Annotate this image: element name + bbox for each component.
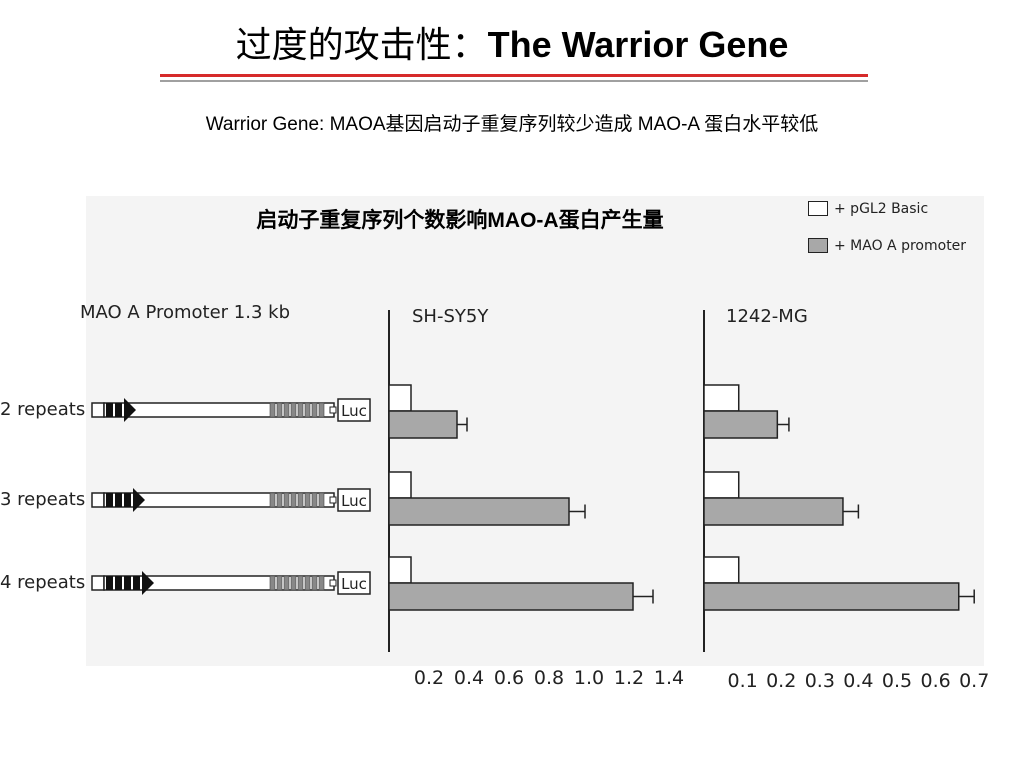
promoter-stripe <box>283 492 290 508</box>
slide-title-cn: 过度的攻击性： <box>235 25 488 66</box>
repeat-block <box>106 493 113 507</box>
legend-swatch-basic <box>808 201 828 217</box>
repeat-block <box>106 403 113 417</box>
promoter-stripe <box>304 402 311 418</box>
x-tick-label: 0.6 <box>494 667 524 689</box>
repeat-block <box>124 493 131 507</box>
repeat-block <box>115 403 122 417</box>
x-tick-label: 0.1 <box>727 670 757 692</box>
bar-basic <box>388 384 412 412</box>
figure-title: 启动子重复序列个数影响MAO-A蛋白产生量 <box>256 209 664 232</box>
x-tick-label: 0.8 <box>534 667 564 689</box>
title-underline-red <box>160 74 868 77</box>
promoter-junction <box>329 406 337 414</box>
repeat-arrow-head <box>124 398 136 422</box>
bar-basic <box>703 556 740 584</box>
promoter-diagram-header: MAO A Promoter 1.3 kb <box>80 302 291 323</box>
promoter-construct-3: Luc <box>91 571 371 595</box>
promoter-stripe <box>297 492 304 508</box>
x-tick-label: 0.7 <box>959 670 989 692</box>
repeat-arrow-head <box>133 488 145 512</box>
promoter-junction <box>329 579 337 587</box>
repeat-block <box>115 576 122 590</box>
promoter-junction <box>329 496 337 504</box>
promoter-stripe <box>283 402 290 418</box>
x-tick-label: 1.2 <box>614 667 644 689</box>
row-label-2-repeats: 2 repeats <box>0 399 86 420</box>
luc-reporter-box <box>337 398 371 422</box>
promoter-stripe <box>269 402 276 418</box>
promoter-stripe <box>311 402 318 418</box>
repeat-arrow-head <box>142 571 154 595</box>
promoter-stripe <box>290 575 297 591</box>
promoter-stripe <box>276 492 283 508</box>
promoter-stripe <box>318 402 325 418</box>
repeat-block <box>106 576 113 590</box>
x-tick-label: 0.4 <box>454 667 484 689</box>
promoter-stripe <box>283 575 290 591</box>
x-tick-label: 0.3 <box>805 670 835 692</box>
x-tick-label: 1.0 <box>574 667 604 689</box>
promoter-stripe <box>269 575 276 591</box>
x-tick-label: 1.4 <box>654 667 684 689</box>
bar-basic <box>388 471 412 499</box>
bar-basic <box>388 556 412 584</box>
bar-basic <box>703 384 740 412</box>
promoter-start-box <box>91 402 105 418</box>
repeat-block <box>115 493 122 507</box>
bar-promoter <box>703 497 844 526</box>
promoter-stripe <box>318 492 325 508</box>
luc-reporter-label: Luc <box>341 402 367 420</box>
promoter-stripe <box>276 402 283 418</box>
legend-label-basic: + pGL2 Basic <box>834 200 929 217</box>
row-label-4-repeats: 4 repeats <box>0 572 86 593</box>
promoter-stripe <box>311 575 318 591</box>
row-label-3-repeats: 3 repeats <box>0 489 86 510</box>
promoter-start-box <box>91 492 105 508</box>
x-tick-label: 0.2 <box>766 670 796 692</box>
slide-title-en: The Warrior Gene <box>487 24 789 65</box>
x-tick-label: 0.5 <box>882 670 912 692</box>
bar-promoter <box>703 582 960 611</box>
bar-chart-2: 0.1 0.2 0.3 0.4 0.5 0.6 0.7 <box>703 310 989 692</box>
luc-reporter-label: Luc <box>341 492 367 510</box>
bar-promoter <box>388 497 570 526</box>
bar-promoter <box>388 410 458 439</box>
promoter-stripe <box>276 575 283 591</box>
promoter-stripe <box>297 575 304 591</box>
x-tick-label: 0.4 <box>843 670 873 692</box>
repeat-block <box>133 576 140 590</box>
bar-basic <box>703 471 740 499</box>
promoter-stripe <box>269 492 276 508</box>
promoter-stripe <box>304 575 311 591</box>
promoter-construct-1: Luc <box>91 398 371 422</box>
chart-title-sh-sy5y: SH-SY5Y <box>412 306 489 327</box>
promoter-stripe <box>297 402 304 418</box>
promoter-construct-2: Luc <box>91 488 371 512</box>
x-tick-label: 0.2 <box>414 667 444 689</box>
legend-swatch-promoter <box>808 238 828 254</box>
legend-item-promoter: + MAO A promoter <box>808 237 966 257</box>
title-underline-gray <box>160 80 868 82</box>
luc-reporter-label: Luc <box>341 575 367 593</box>
bar-promoter <box>388 582 634 611</box>
promoter-stripe <box>290 492 297 508</box>
slide-title: 过度的攻击性：The Warrior Gene <box>0 22 1024 69</box>
promoter-stripe <box>318 575 325 591</box>
bar-promoter <box>703 410 779 439</box>
luc-reporter-box <box>337 571 371 595</box>
chart-title-1242-mg: 1242-MG <box>726 306 808 327</box>
x-tick-label: 0.6 <box>920 670 950 692</box>
legend-label-promoter: + MAO A promoter <box>834 237 967 254</box>
legend-item-basic: + pGL2 Basic <box>808 200 928 220</box>
promoter-stripe <box>290 402 297 418</box>
bar-chart-1: 0.2 0.4 0.6 0.8 1.0 1.2 1.4 <box>388 310 684 689</box>
repeat-block <box>124 576 131 590</box>
promoter-stripe <box>311 492 318 508</box>
luc-reporter-box <box>337 488 371 512</box>
promoter-stripe <box>304 492 311 508</box>
promoter-start-box <box>91 575 105 591</box>
slide-subtitle: Warrior Gene: MAOA基因启动子重复序列较少造成 MAO-A 蛋白… <box>205 114 819 135</box>
